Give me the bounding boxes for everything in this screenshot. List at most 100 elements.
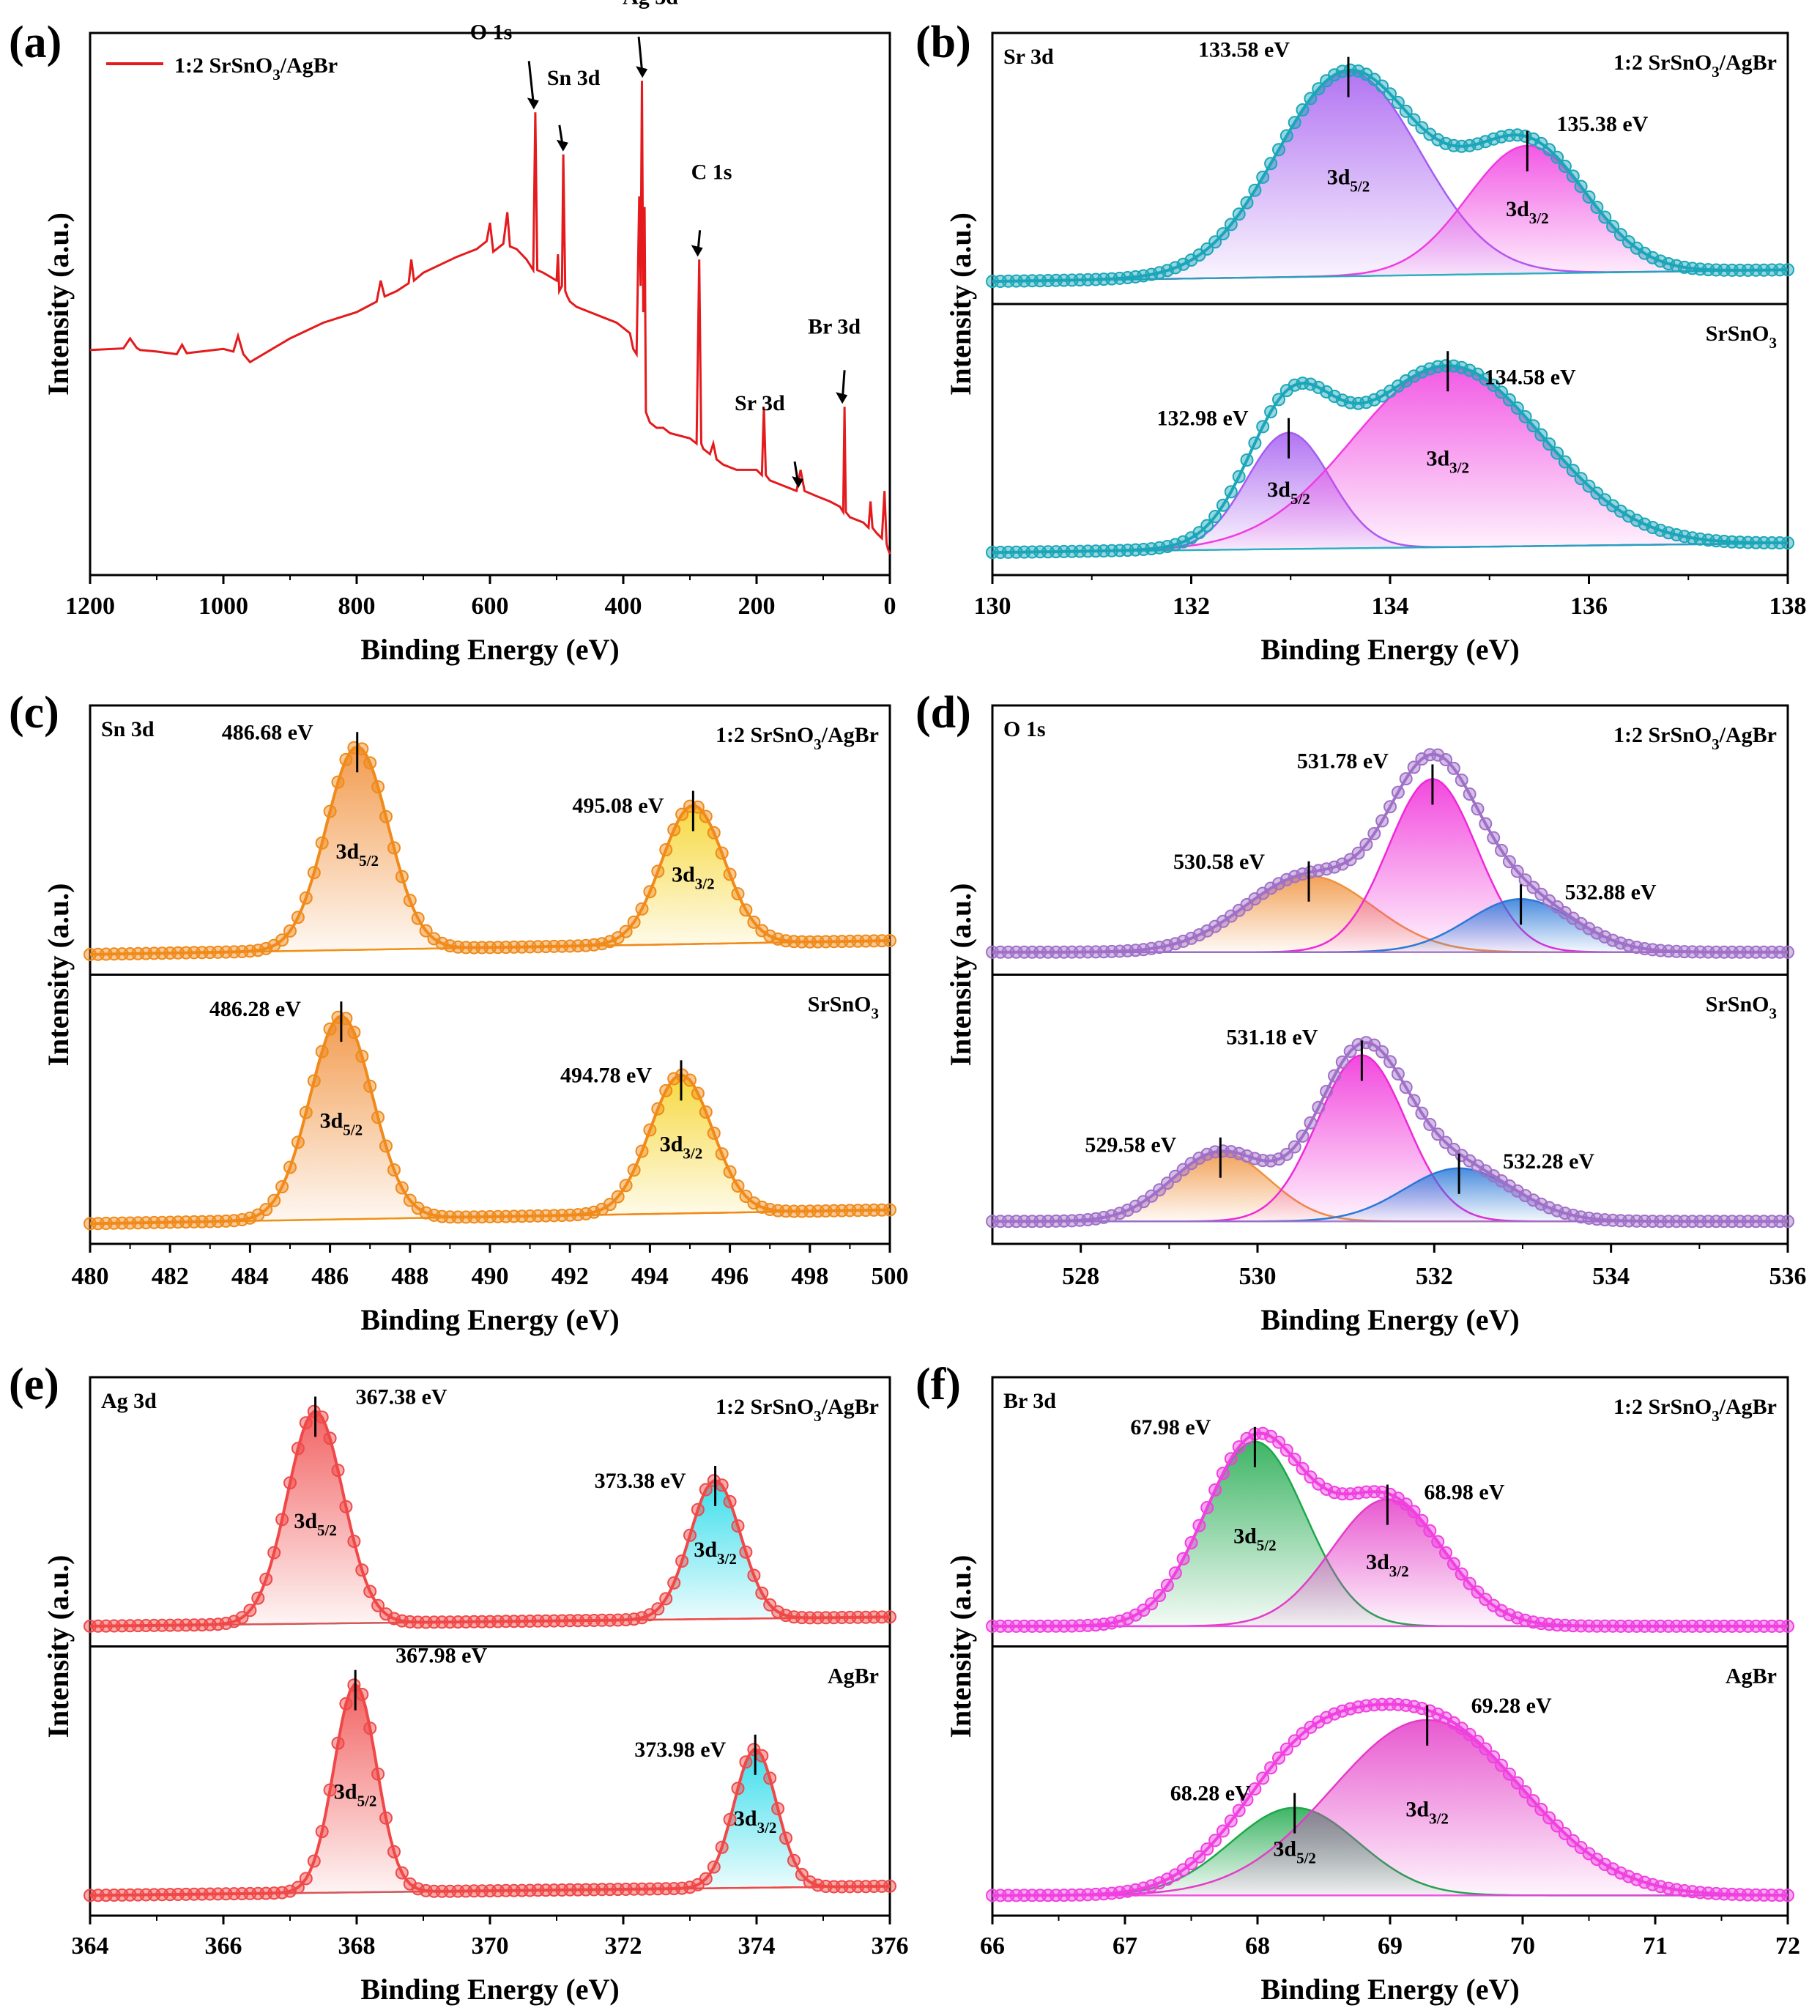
peak-energy-label: 132.98 eV xyxy=(1157,407,1249,431)
data-point xyxy=(1232,1804,1246,1817)
peak-annotation: Ag 3d xyxy=(623,0,678,9)
data-point xyxy=(1256,420,1270,434)
peak-fill xyxy=(992,1499,1788,1626)
data-point xyxy=(1502,393,1516,407)
element-label: Ag 3d xyxy=(101,1389,157,1413)
data-point xyxy=(651,1602,665,1616)
data-point xyxy=(1613,228,1627,242)
x-tick-label: 494 xyxy=(631,1263,669,1290)
data-point xyxy=(275,1180,289,1193)
peak-state-label: 3d3/2 xyxy=(734,1806,777,1837)
data-point xyxy=(723,1165,737,1179)
data-point xyxy=(1145,1879,1159,1893)
subplot-composite: 1:2 SrSnO3/AgBr 530.58 eV 531.78 eV 532.88 … xyxy=(986,723,1794,959)
data-point xyxy=(803,1875,817,1889)
data-point xyxy=(1391,785,1405,799)
data-point xyxy=(1471,1735,1485,1749)
data-point xyxy=(1192,928,1206,942)
data-point xyxy=(1495,843,1508,857)
data-point xyxy=(651,864,665,878)
subplot-composite: 1:2 SrSnO3/AgBr 133.58 eV 3d5/2 135.38 eV 3d… xyxy=(986,38,1794,289)
data-point xyxy=(1264,1761,1278,1775)
data-point xyxy=(1646,521,1660,534)
data-point xyxy=(355,1688,369,1701)
data-point xyxy=(1208,1834,1222,1848)
data-point xyxy=(1431,133,1445,147)
data-point xyxy=(283,1884,297,1898)
data-point xyxy=(331,775,345,789)
data-point xyxy=(1550,1204,1564,1218)
data-point xyxy=(683,1880,697,1894)
data-point xyxy=(1328,390,1341,403)
x-axis-label: Binding Energy (eV) xyxy=(360,1303,619,1336)
data-point xyxy=(1224,1814,1238,1828)
data-point xyxy=(1248,436,1262,450)
sample-label: SrSnO3 xyxy=(808,993,879,1023)
peak-energy-label: 531.18 eV xyxy=(1226,1025,1318,1049)
data-point xyxy=(1510,864,1524,878)
data-point xyxy=(315,1410,329,1424)
x-tick-label: 528 xyxy=(1062,1263,1099,1290)
data-point xyxy=(1534,1197,1548,1211)
data-point xyxy=(1272,393,1285,407)
data-point xyxy=(1518,1785,1532,1798)
element-label: Sn 3d xyxy=(101,717,155,741)
peak-fill xyxy=(992,1441,1788,1626)
data-point xyxy=(331,1464,345,1478)
x-tick-label: 364 xyxy=(72,1932,109,1960)
subplot-reference: SrSnO3 529.58 eV 531.18 eV 532.28 eV xyxy=(986,993,1794,1228)
peak-fill xyxy=(90,1411,890,1626)
data-point xyxy=(1662,526,1676,540)
subplot-reference: AgBr 367.98 eV 3d5/2 373.98 eV 3d3/2 xyxy=(83,1644,896,1902)
data-point xyxy=(363,1722,377,1735)
data-point xyxy=(1288,1734,1301,1748)
peak-energy-label: 135.38 eV xyxy=(1556,112,1648,136)
data-point xyxy=(1121,1612,1134,1626)
data-point xyxy=(731,1179,745,1193)
y-axis-label: Intensity (a.u.) xyxy=(944,1554,977,1738)
data-point xyxy=(1439,136,1452,150)
data-point xyxy=(1272,143,1285,157)
x-tick-label: 530 xyxy=(1239,1263,1277,1290)
data-point xyxy=(1176,1552,1190,1565)
data-point xyxy=(1487,132,1501,146)
peak-annotation: Sr 3d xyxy=(735,391,785,415)
x-tick-label: 532 xyxy=(1416,1263,1453,1290)
data-point xyxy=(1542,143,1556,157)
data-point xyxy=(1168,538,1182,552)
data-point xyxy=(1558,160,1572,173)
data-point xyxy=(707,1126,721,1140)
data-point xyxy=(755,1586,769,1600)
peak-fit-line xyxy=(89,1410,891,1628)
x-tick-label: 484 xyxy=(231,1263,269,1290)
data-point xyxy=(723,867,737,881)
panel-d: (d) 528 530 532 534 536 Binding Energy (eV) Int… xyxy=(915,688,1807,1336)
panel-f: (f) 66 67 68 69 70 71 72 Binding Energy (eV) Inte… xyxy=(915,1360,1800,2006)
data-point xyxy=(1240,196,1254,210)
data-point xyxy=(1359,837,1373,851)
data-point xyxy=(1137,1881,1151,1895)
data-point xyxy=(1399,1497,1413,1511)
x-tick-label: 66 xyxy=(980,1932,1005,1960)
data-point xyxy=(1129,1883,1143,1897)
peak-state-label: 3d3/2 xyxy=(660,1132,703,1162)
peak-state-label: 3d5/2 xyxy=(335,840,379,870)
data-point xyxy=(787,1853,801,1867)
data-point xyxy=(691,1086,705,1100)
peak-energy-label: 529.58 eV xyxy=(1085,1133,1176,1157)
data-point xyxy=(1407,1094,1421,1108)
data-point xyxy=(315,1045,329,1059)
x-tick-label: 498 xyxy=(791,1263,828,1290)
x-axis-label: Binding Energy (eV) xyxy=(1260,1973,1519,2006)
peak-energy-label: 67.98 eV xyxy=(1130,1415,1211,1439)
data-point xyxy=(363,756,377,770)
data-point xyxy=(1288,870,1301,883)
data-point xyxy=(1288,1453,1301,1467)
data-point xyxy=(387,1845,401,1858)
data-point xyxy=(755,1200,769,1214)
data-point xyxy=(1646,1878,1660,1891)
panel-label: (d) xyxy=(915,688,971,738)
data-point xyxy=(1192,1152,1206,1165)
data-point xyxy=(683,1528,697,1542)
data-point xyxy=(667,1576,681,1590)
